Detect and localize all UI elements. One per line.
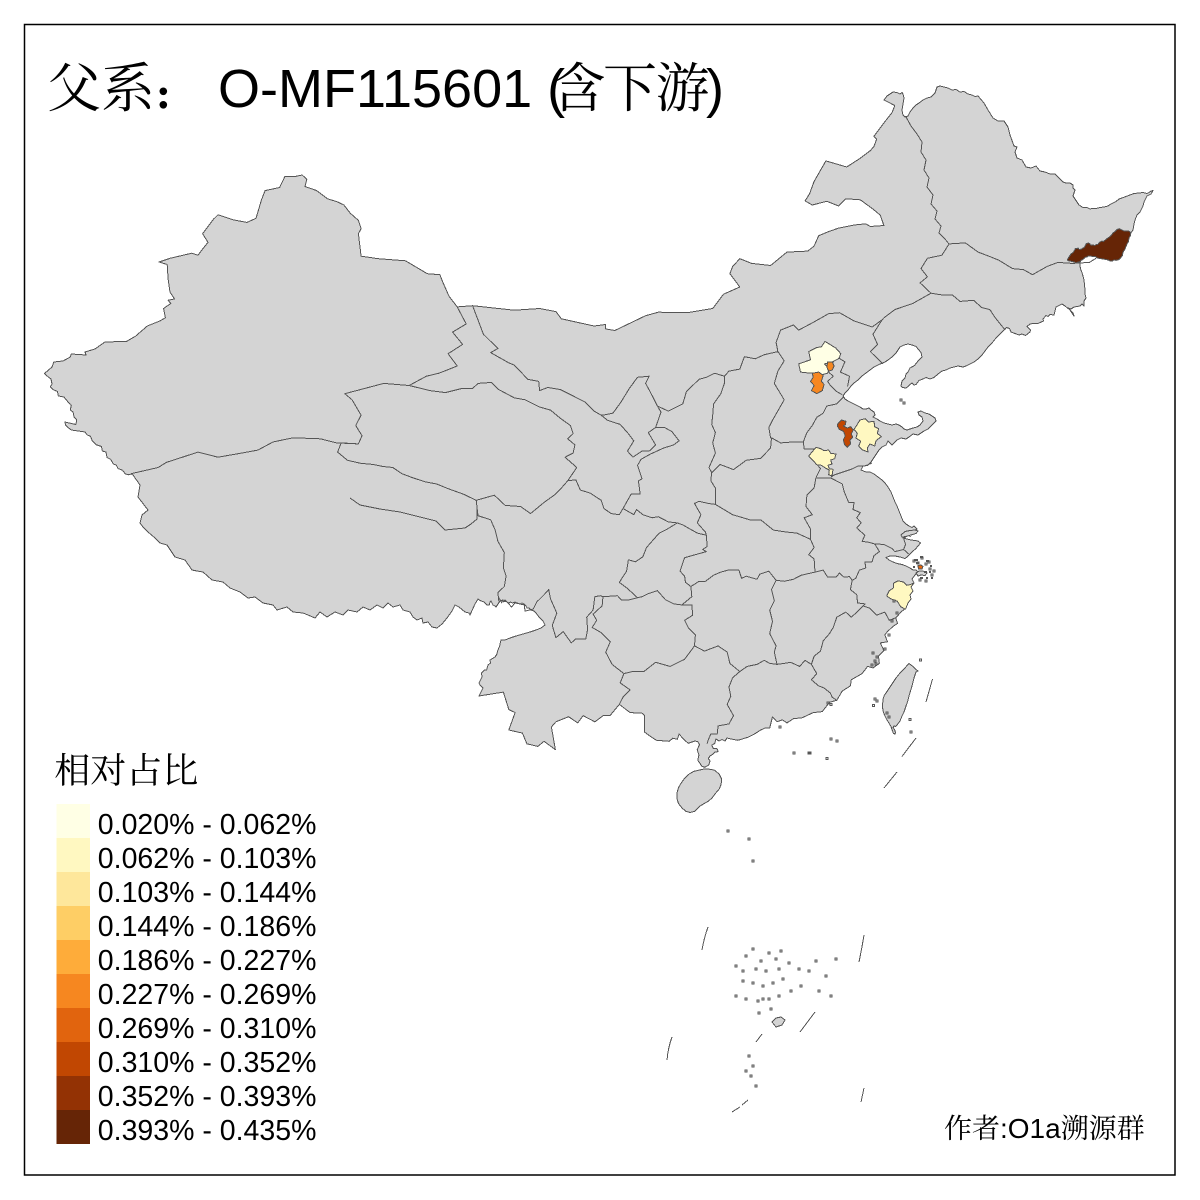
svg-text:): ) bbox=[706, 59, 724, 119]
svg-text:0.269% - 0.310%: 0.269% - 0.310% bbox=[98, 1013, 317, 1045]
svg-text:0.310% - 0.352%: 0.310% - 0.352% bbox=[98, 1047, 317, 1079]
svg-text:0.186% - 0.227%: 0.186% - 0.227% bbox=[98, 945, 317, 977]
svg-text:0.020% - 0.062%: 0.020% - 0.062% bbox=[98, 809, 317, 841]
svg-text:O-MF115601 (: O-MF115601 ( bbox=[218, 59, 565, 119]
svg-text:0.352% - 0.393%: 0.352% - 0.393% bbox=[98, 1081, 317, 1113]
svg-text:0.144% - 0.186%: 0.144% - 0.186% bbox=[98, 911, 317, 943]
svg-text:0.393% - 0.435%: 0.393% - 0.435% bbox=[98, 1115, 317, 1147]
svg-text::O1a: :O1a bbox=[1000, 1113, 1061, 1144]
svg-text:0.062% - 0.103%: 0.062% - 0.103% bbox=[98, 843, 317, 875]
svg-text:0.227% - 0.269%: 0.227% - 0.269% bbox=[98, 979, 317, 1011]
svg-text:0.103% - 0.144%: 0.103% - 0.144% bbox=[98, 877, 317, 909]
